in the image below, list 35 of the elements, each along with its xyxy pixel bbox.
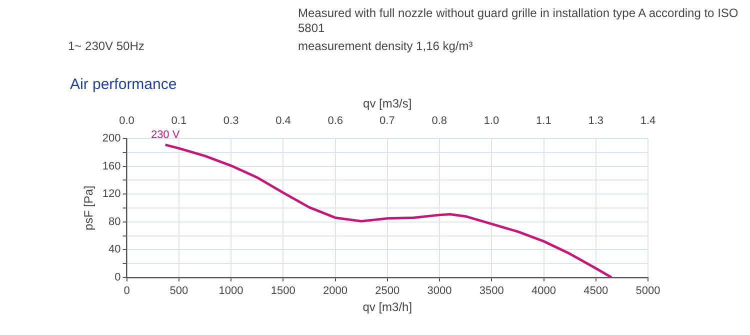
y-tick-label: 160	[102, 160, 121, 172]
text: 1~ 230V 50Hz	[68, 39, 146, 54]
x2-tick-label: 1.0	[484, 115, 500, 128]
x2-tick-label: 0.8	[432, 115, 447, 128]
y-tick-label: 0	[114, 271, 121, 284]
x2-tick-label: 1.1	[536, 115, 552, 128]
y-tick-label: 40	[108, 244, 121, 256]
x2-tick-label: 0.0	[119, 115, 134, 128]
x2-tick-label: 0.1	[171, 115, 187, 128]
chart-title: Air performance	[69, 76, 178, 93]
x-tick-label: 500	[170, 285, 188, 298]
x-tick-label: 1500	[270, 285, 296, 298]
x-tick-label: 3000	[427, 285, 452, 298]
x-tick-label: 3500	[479, 285, 504, 298]
y-tick-label: 80	[108, 216, 121, 228]
annotation: 230 V	[150, 128, 180, 141]
y-tick-label: 120	[102, 188, 121, 200]
text: measurement density 1,16 kg/m³	[298, 39, 474, 54]
x-tick-label: 1000	[218, 285, 244, 298]
x2-tick-label: 1.4	[640, 115, 656, 128]
x2-axis-title: qv [m3/s]	[363, 96, 412, 111]
x2-tick-label: 0.3	[223, 115, 239, 128]
y-axis-title: psF [Pa]	[82, 186, 96, 230]
x-tick-label: 0	[124, 285, 130, 298]
x-tick-label: 2000	[323, 285, 348, 298]
x-axis-title: qv [m3/h]	[362, 300, 412, 314]
x-tick-label: 4000	[532, 285, 556, 298]
x2-tick-label: 0.7	[380, 115, 395, 128]
x-tick-label: 5000	[636, 285, 660, 298]
x2-tick-label: 1.3	[588, 115, 604, 128]
y-tick-label: 200	[102, 132, 121, 145]
x2-tick-label: 0.6	[328, 115, 344, 128]
x-tick-label: 4500	[584, 285, 608, 298]
x-tick-label: 2500	[375, 285, 400, 298]
x2-tick-label: 0.4	[276, 115, 291, 128]
